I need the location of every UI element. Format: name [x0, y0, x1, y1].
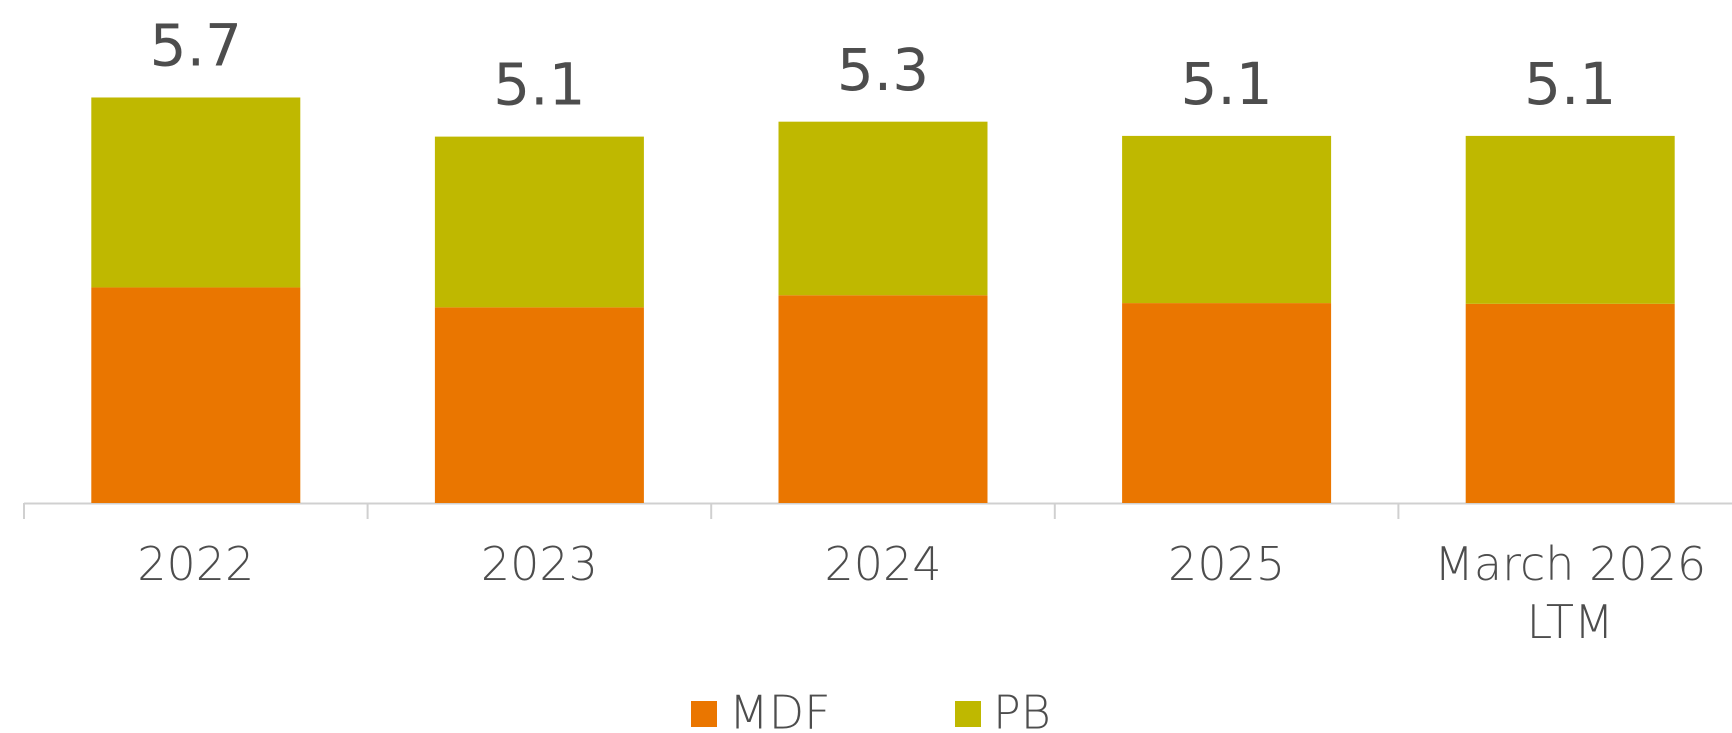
legend-label: PB: [993, 686, 1051, 733]
bar-segment: [1122, 135, 1332, 304]
legend-label: MDF: [729, 686, 831, 733]
total-label: 5.3: [837, 36, 929, 104]
bar-segment: [91, 97, 301, 288]
bar-segment: [434, 307, 644, 503]
bar-segment: [91, 287, 301, 503]
x-tick-label: 2023: [480, 537, 598, 591]
bar-segment: [434, 136, 644, 308]
bar-segment: [1465, 303, 1675, 503]
total-label: 5.1: [1180, 50, 1272, 118]
legend-swatch: [955, 701, 981, 727]
bar-segment: [778, 121, 988, 296]
x-tick-label: 2024: [824, 537, 942, 591]
total-label: 5.1: [1524, 50, 1616, 118]
x-tick-label: 2022: [137, 537, 255, 591]
x-tick-label: March 2026 LTM: [1434, 537, 1707, 649]
total-label: 5.7: [150, 12, 242, 80]
legend-swatch: [691, 701, 717, 727]
x-tick-label: 2025: [1168, 537, 1286, 591]
bar-segment: [1465, 135, 1675, 304]
total-label: 5.1: [493, 51, 585, 119]
bar-segment: [778, 295, 988, 503]
bar-segment: [1122, 303, 1332, 503]
